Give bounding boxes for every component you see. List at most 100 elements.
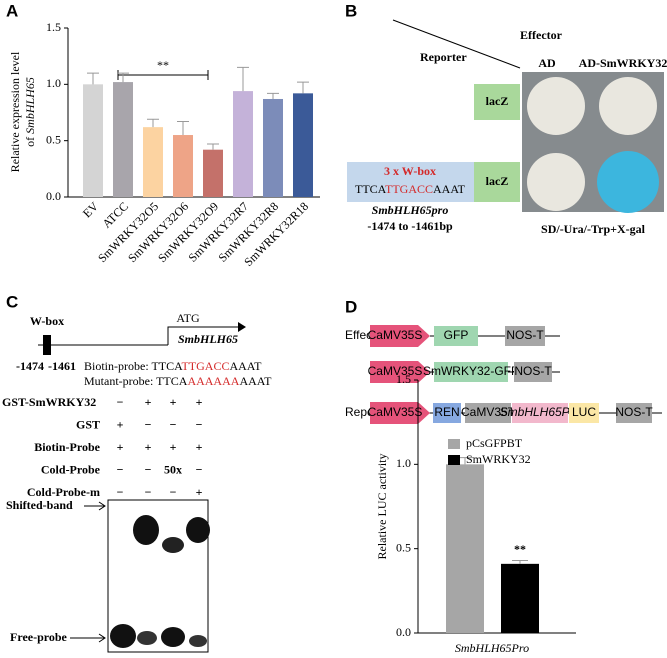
cell: − xyxy=(145,485,152,499)
element-label: REN xyxy=(434,405,459,419)
y-axis-label: Relative LUC activity xyxy=(375,454,389,560)
position: -1474 xyxy=(16,359,44,373)
cell: + xyxy=(170,395,177,409)
promoter-box xyxy=(347,162,474,202)
element-box xyxy=(434,326,478,346)
element-label: NOS-T xyxy=(514,364,552,378)
bar xyxy=(263,98,283,197)
error-bar xyxy=(147,118,159,128)
colony xyxy=(599,77,657,135)
bar xyxy=(173,135,193,197)
bar xyxy=(83,84,103,197)
panel-label: D xyxy=(345,297,357,316)
position: -1461 xyxy=(48,359,76,373)
y-tick-label: 0.0 xyxy=(46,189,61,203)
colony xyxy=(527,153,585,211)
promoter: SmbHLH65pro xyxy=(372,203,449,217)
element-label: GFP xyxy=(444,328,469,342)
element-label: CaMV35S xyxy=(368,405,423,419)
lacz: lacZ xyxy=(486,94,509,108)
cell: + xyxy=(145,395,152,409)
wbox: W-box xyxy=(30,314,64,328)
bar xyxy=(501,563,539,633)
error-bar xyxy=(512,559,528,564)
legend-swatch xyxy=(448,455,460,465)
divider xyxy=(392,19,521,69)
cell: − xyxy=(117,462,124,476)
lacz-box xyxy=(474,162,520,202)
colony xyxy=(527,77,585,135)
cell: − xyxy=(117,395,124,409)
arrow xyxy=(84,501,106,511)
error-bar xyxy=(87,72,99,85)
element-label: LUC xyxy=(572,405,596,419)
cell: + xyxy=(117,417,124,431)
gel-label: Free-probe xyxy=(10,630,68,644)
arrow-head xyxy=(238,322,246,332)
gene: SmbHLH65 xyxy=(178,332,238,346)
error-bar xyxy=(297,81,309,94)
band xyxy=(186,517,210,543)
y-axis-label: of SmbHLH65 xyxy=(23,77,37,147)
element-box xyxy=(512,403,568,423)
band xyxy=(110,624,136,648)
header: Effector xyxy=(520,28,563,42)
probe-part: TTGACC xyxy=(181,359,229,373)
lacz-box xyxy=(474,84,520,120)
wbox-mark xyxy=(43,335,51,355)
x-tick-label: EV xyxy=(80,199,101,220)
y-tick-label: 0.5 xyxy=(46,132,61,146)
annotation: ** xyxy=(157,58,169,72)
element-box xyxy=(434,362,508,382)
header: Reporter xyxy=(420,50,467,64)
element-box xyxy=(433,403,461,423)
band xyxy=(137,631,157,645)
bar xyxy=(203,149,223,197)
element-label: CaMV35S xyxy=(368,328,423,342)
annotation: ** xyxy=(514,542,526,556)
element-box xyxy=(465,403,511,423)
bar xyxy=(233,91,253,197)
cell: − xyxy=(170,485,177,499)
element-label: CaMV35S xyxy=(368,364,423,378)
probe: Biotin-probe: TTCATTGACCAAAT xyxy=(84,359,262,373)
band xyxy=(189,635,207,647)
cell: + xyxy=(196,440,203,454)
probe-part: AAAT xyxy=(229,359,262,373)
column-label: AD-SmWRKY32 xyxy=(579,56,667,70)
panel-label: B xyxy=(345,1,357,20)
arrow xyxy=(70,633,106,643)
legend-label: SmWRKY32 xyxy=(466,452,531,466)
colony xyxy=(597,151,659,213)
promoter-arrow xyxy=(370,325,430,347)
cell: + xyxy=(170,440,177,454)
error-bar xyxy=(177,121,189,136)
error-bar xyxy=(237,66,249,92)
seq: TTCA xyxy=(355,182,387,196)
cell: − xyxy=(196,462,203,476)
y-tick-label: 0.0 xyxy=(396,625,411,639)
element-box xyxy=(616,403,652,423)
range: -1474 to -1461bp xyxy=(367,219,453,233)
lacz: lacZ xyxy=(486,174,509,188)
cell: − xyxy=(145,417,152,431)
y-tick-label: 1.5 xyxy=(46,20,61,34)
row-label: Cold-Probe-m xyxy=(27,485,100,499)
row-label: GST xyxy=(76,417,100,431)
cell: − xyxy=(170,417,177,431)
bar xyxy=(293,93,313,197)
cell: − xyxy=(117,485,124,499)
row-label: Biotin-Probe xyxy=(34,440,100,454)
probe-part: AAAAAA xyxy=(187,374,239,388)
error-bar xyxy=(207,143,219,150)
atg: ATG xyxy=(176,311,200,325)
probe: Mutant-probe: TTCAAAAAAAAAAT xyxy=(84,374,272,388)
medium: SD/-Ura/-Trp+X-gal xyxy=(541,222,646,236)
y-axis-label-part: Relative expression level xyxy=(8,51,22,172)
element-box xyxy=(514,362,552,382)
error-bar xyxy=(267,92,279,99)
legend-label: pCsGFPBT xyxy=(466,436,523,450)
element-label: SmbHLH65Pro xyxy=(500,405,581,419)
panel-label: A xyxy=(6,1,18,20)
